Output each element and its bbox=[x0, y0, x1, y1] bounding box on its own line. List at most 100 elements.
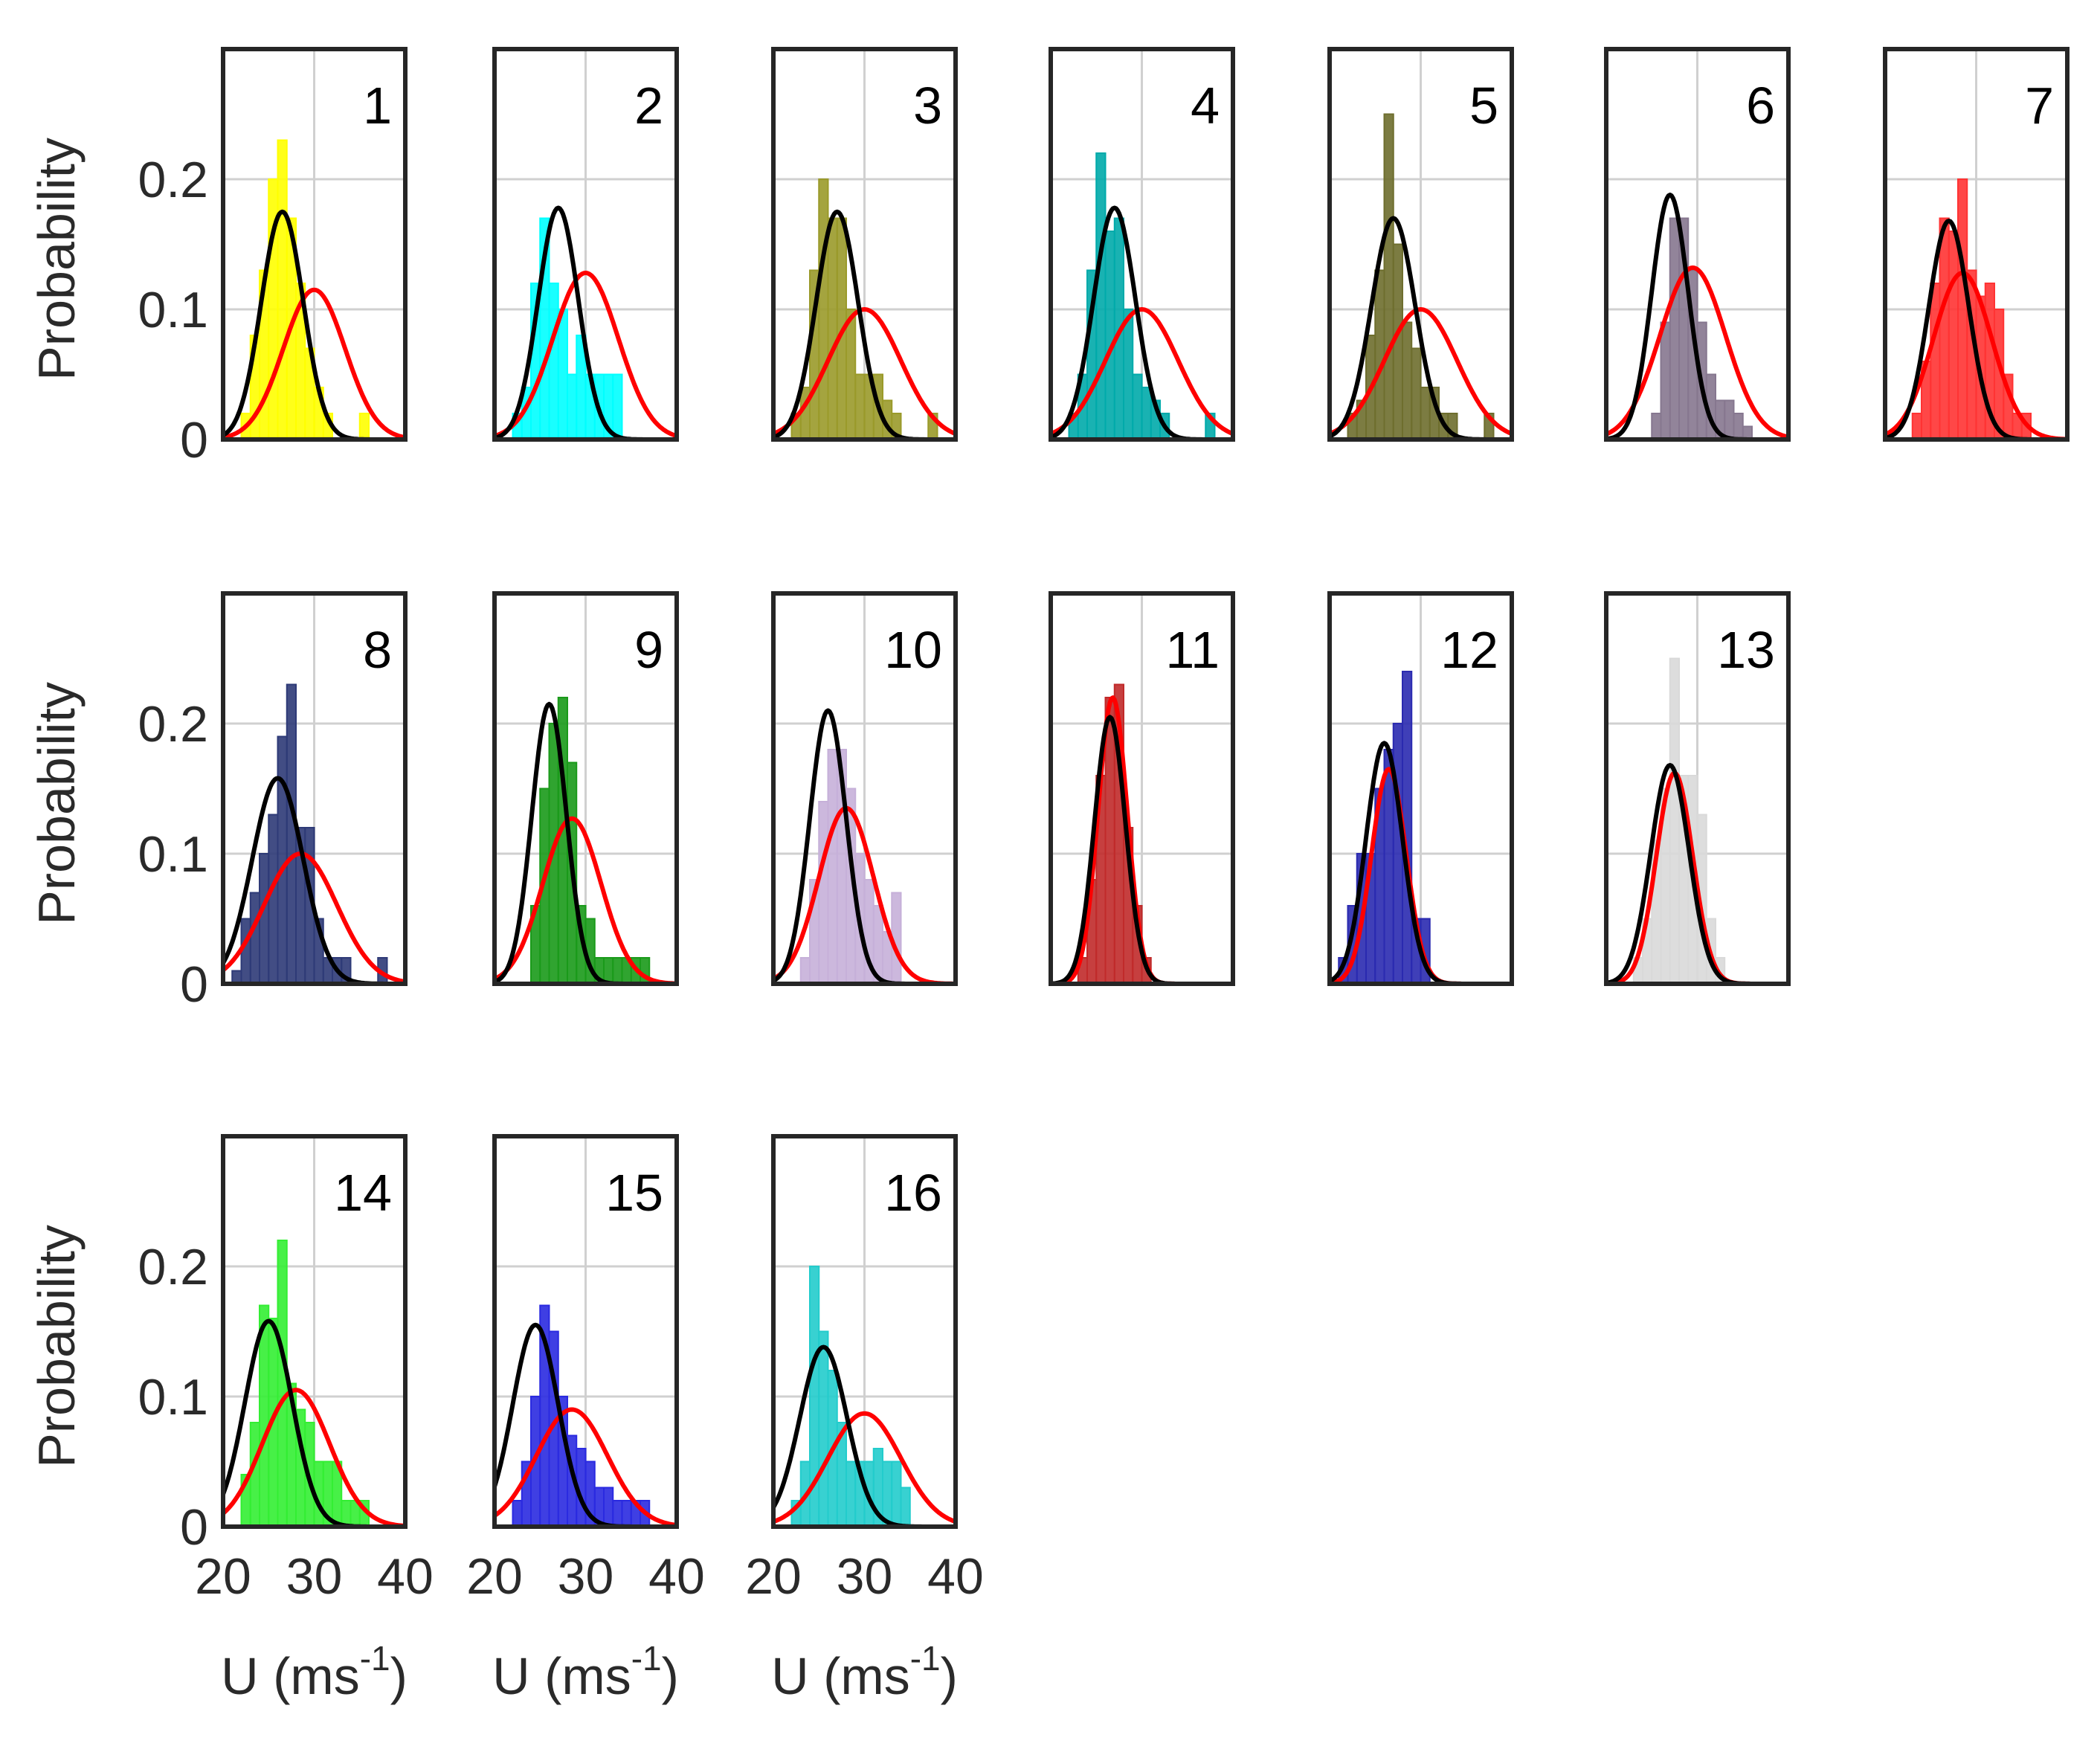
panel-label: 13 bbox=[1717, 621, 1775, 679]
panel-5: 5 bbox=[1327, 47, 1514, 442]
axes-box bbox=[492, 591, 679, 986]
panel-label: 5 bbox=[1469, 77, 1498, 135]
histogram-bar bbox=[818, 178, 829, 440]
x-axis-label: U (ms-1) bbox=[771, 1639, 958, 1705]
red-fit-curve bbox=[772, 805, 956, 986]
panel-11: 11 bbox=[1049, 591, 1235, 986]
histogram-bar bbox=[240, 918, 251, 985]
panel-9: 9 bbox=[492, 591, 679, 986]
y-tick-label: 0.1 bbox=[138, 826, 208, 883]
histogram-bar bbox=[277, 139, 288, 440]
histogram-bar bbox=[268, 814, 279, 985]
axes-box bbox=[1049, 591, 1235, 986]
axes-box bbox=[1327, 591, 1514, 986]
panel-label: 6 bbox=[1746, 77, 1775, 135]
histogram-bar bbox=[603, 1487, 614, 1527]
panel-6: 6 bbox=[1604, 47, 1791, 442]
y-axis-label: Probability bbox=[28, 138, 86, 381]
panel-12: 12 bbox=[1327, 591, 1514, 986]
panel-2: 2 bbox=[492, 47, 679, 442]
x-tick-label: 40 bbox=[927, 1548, 984, 1605]
histogram-bar bbox=[259, 853, 270, 985]
y-tick-label: 0 bbox=[180, 956, 208, 1013]
histogram-bar bbox=[1733, 413, 1744, 440]
histogram-bar bbox=[612, 373, 623, 440]
histogram-bar bbox=[548, 283, 559, 440]
histogram-bar bbox=[621, 1500, 632, 1527]
y-axis-label: Probability bbox=[28, 682, 86, 925]
x-tick-label: 30 bbox=[558, 1548, 614, 1605]
x-tick-label: 20 bbox=[745, 1548, 802, 1605]
histogram-bar bbox=[1392, 723, 1403, 985]
red-fit-curve bbox=[494, 271, 677, 439]
x-axis-label: U (ms-1) bbox=[492, 1639, 679, 1705]
x-tick-label: 30 bbox=[286, 1548, 343, 1605]
histogram-bar bbox=[1948, 231, 1959, 440]
panel-label: 10 bbox=[884, 621, 942, 679]
panel-15: 15 20 30 40 U (ms-1) bbox=[466, 1134, 705, 1705]
panel-label: 16 bbox=[884, 1164, 942, 1222]
histogram-bar bbox=[1651, 413, 1662, 440]
histogram-bar bbox=[891, 1460, 902, 1527]
axes-box bbox=[221, 47, 408, 442]
x-tick-label: 20 bbox=[466, 1548, 523, 1605]
y-tick-label: 0.1 bbox=[138, 282, 208, 338]
red-fit-curve bbox=[1328, 307, 1513, 437]
histogram-bar bbox=[1411, 347, 1422, 440]
panel-10: 10 bbox=[771, 591, 958, 986]
panel-13: 13 bbox=[1604, 591, 1791, 986]
panel-label: 15 bbox=[605, 1164, 663, 1222]
axes-box bbox=[221, 1134, 408, 1529]
y-tick-label: 0.2 bbox=[138, 152, 208, 208]
y-tick-label: 0.2 bbox=[138, 1239, 208, 1295]
panel-label: 3 bbox=[913, 77, 942, 135]
panel-1: 1 0 0.1 0.2 Probability bbox=[28, 47, 408, 468]
histogram-bar bbox=[882, 1460, 893, 1527]
x-tick-label: 20 bbox=[195, 1548, 251, 1605]
red-fit-curve bbox=[772, 307, 957, 437]
red-fit-curve bbox=[493, 1407, 677, 1527]
histogram-bar bbox=[277, 735, 288, 985]
y-tick-label: 0 bbox=[180, 1499, 208, 1556]
panel-7: 7 bbox=[1883, 47, 2070, 442]
axes-box bbox=[771, 1134, 958, 1529]
axes-box bbox=[492, 47, 679, 442]
histogram-bar bbox=[512, 1500, 523, 1527]
red-fit-curve bbox=[493, 816, 677, 986]
panel-3: 3 bbox=[771, 47, 958, 442]
x-tick-label: 30 bbox=[837, 1548, 893, 1605]
histogram-bar bbox=[341, 1500, 352, 1527]
y-tick-label: 0.2 bbox=[138, 696, 208, 753]
axes-box bbox=[771, 47, 958, 442]
x-axis-label: U (ms-1) bbox=[221, 1639, 408, 1705]
y-axis-label: Probability bbox=[28, 1225, 86, 1468]
histogram-bar bbox=[249, 1422, 260, 1527]
axes-box bbox=[492, 1134, 679, 1529]
histogram-bar bbox=[827, 749, 838, 985]
panel-label: 14 bbox=[334, 1164, 392, 1222]
axes-box bbox=[1049, 47, 1235, 442]
axes-box bbox=[1604, 47, 1791, 442]
histogram-bar bbox=[612, 957, 623, 985]
red-fit-curve bbox=[221, 1388, 406, 1528]
x-tick-label: 40 bbox=[648, 1548, 705, 1605]
histogram-bar bbox=[1660, 321, 1671, 440]
axes-box bbox=[1327, 47, 1514, 442]
histogram-bar bbox=[1374, 269, 1385, 440]
histogram-bar bbox=[603, 957, 614, 985]
histogram-bar bbox=[827, 217, 838, 440]
panel-14: 14 0 0.1 0.2 Probability 20 30 40 U (ms-1) bbox=[28, 1134, 434, 1705]
axes-box bbox=[1604, 591, 1791, 986]
histogram-bar bbox=[1383, 113, 1394, 440]
histogram-bar bbox=[612, 1500, 623, 1527]
histogram-bar bbox=[1930, 283, 1941, 440]
histogram-bar bbox=[1383, 749, 1394, 985]
panel-label: 1 bbox=[363, 77, 392, 135]
red-fit-curve bbox=[773, 1411, 956, 1524]
histogram-bar bbox=[1724, 399, 1735, 440]
panel-label: 12 bbox=[1440, 621, 1498, 679]
histogram-bar bbox=[1402, 321, 1413, 440]
red-fit-curve bbox=[1049, 307, 1234, 437]
histogram-bar bbox=[818, 801, 829, 985]
histogram-bar bbox=[799, 957, 811, 985]
